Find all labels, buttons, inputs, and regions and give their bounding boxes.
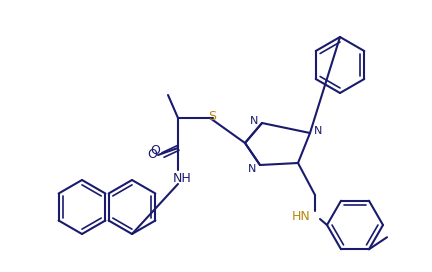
Text: N: N <box>314 126 322 136</box>
Text: S: S <box>208 110 216 122</box>
Text: O: O <box>147 149 157 162</box>
Text: O: O <box>150 144 160 156</box>
Text: N: N <box>248 164 256 174</box>
Text: HN: HN <box>292 211 310 224</box>
Text: NH: NH <box>173 172 191 184</box>
Text: N: N <box>250 116 258 126</box>
